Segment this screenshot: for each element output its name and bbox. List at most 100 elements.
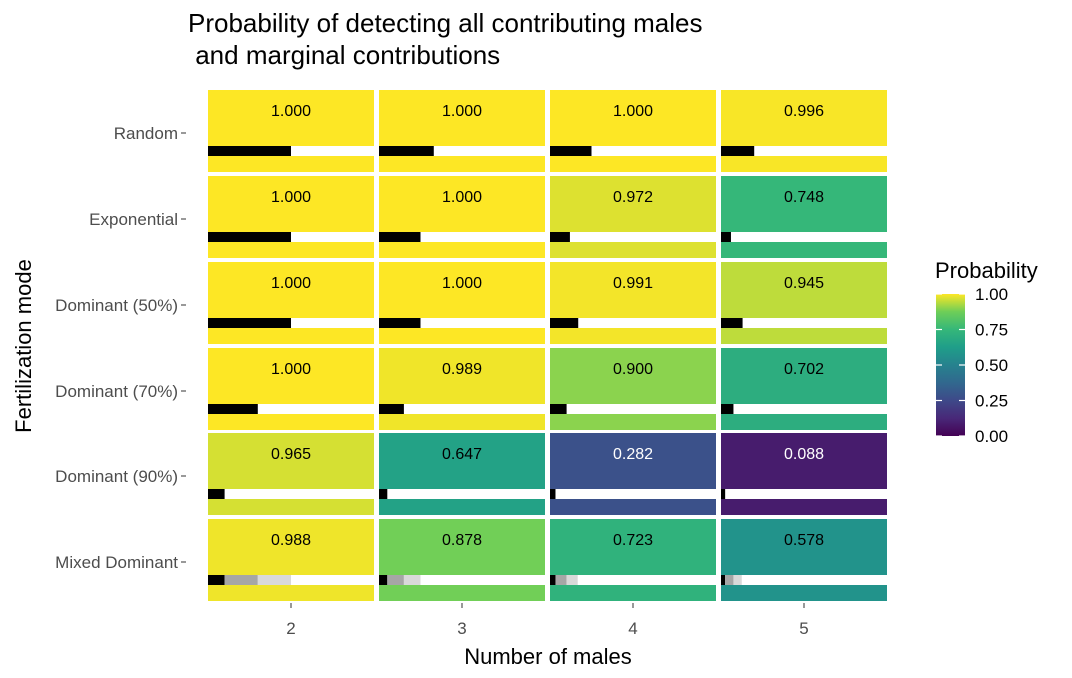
contribution-bar: [208, 404, 258, 414]
legend-title: Probability: [935, 258, 1038, 283]
y-tick-label: Exponential: [89, 210, 178, 229]
heatmap-cell: 1.000: [208, 262, 374, 344]
contribution-bar: [721, 489, 726, 499]
y-tick-label: Dominant (50%): [55, 296, 178, 315]
cell-base-strip: [208, 585, 374, 601]
cell-value-label: 0.647: [442, 446, 482, 463]
cell-bar-track: [379, 318, 545, 328]
x-tick-label: 3: [457, 619, 466, 638]
heatmap-cell: 0.878: [379, 519, 545, 601]
heatmap-cell: 1.000: [379, 262, 545, 344]
cell-value-label: 1.000: [271, 275, 311, 292]
contribution-bar: [550, 575, 556, 585]
cell-bar-track: [550, 146, 716, 156]
contribution-bar: [725, 575, 734, 585]
cell-tile: [721, 519, 887, 575]
cell-tile: [550, 90, 716, 146]
y-tick-label: Dominant (90%): [55, 467, 178, 486]
cell-base-strip: [550, 242, 716, 258]
cell-value-label: 0.723: [613, 532, 653, 549]
cell-tile: [208, 262, 374, 318]
contribution-bar: [403, 575, 421, 585]
y-axis-ticks: Random Exponential Dominant (50%) Dominant …: [55, 124, 186, 572]
cell-bar-track: [550, 318, 716, 328]
cell-value-label: 0.965: [271, 446, 311, 463]
contribution-bar: [733, 575, 742, 585]
cell-tile: [721, 176, 887, 232]
cell-tile: [721, 262, 887, 318]
cell-value-label: 1.000: [442, 189, 482, 206]
legend-tick-label: 1.00: [975, 285, 1008, 304]
cell-base-strip: [721, 585, 887, 601]
contribution-bar: [550, 146, 592, 156]
heatmap-cell: 0.988: [208, 519, 374, 601]
heatmap-cell: 0.972: [550, 176, 716, 258]
cell-base-strip: [379, 585, 545, 601]
cell-bar-track: [721, 404, 887, 414]
contribution-bar: [379, 489, 388, 499]
cell-tile: [721, 348, 887, 404]
cell-tile: [721, 433, 887, 489]
cell-tile: [550, 176, 716, 232]
y-tick-label: Mixed Dominant: [55, 553, 178, 572]
heatmap-cell: 1.000: [550, 90, 716, 172]
cell-base-strip: [208, 328, 374, 344]
cell-bar-track: [550, 404, 716, 414]
heatmap-cell: 0.578: [721, 519, 887, 601]
cell-tile: [208, 176, 374, 232]
cell-base-strip: [379, 414, 545, 430]
contribution-bar: [721, 575, 726, 585]
cell-value-label: 1.000: [442, 275, 482, 292]
contribution-bar: [566, 575, 578, 585]
legend-tick-label: 0.75: [975, 321, 1008, 340]
legend-tick-label: 0.00: [975, 427, 1008, 446]
cell-base-strip: [379, 328, 545, 344]
y-tick-label: Random: [114, 124, 178, 143]
heatmap-cell: 0.702: [721, 348, 887, 430]
cell-tile: [208, 348, 374, 404]
legend-tick-label: 0.25: [975, 392, 1008, 411]
cell-tile: [550, 348, 716, 404]
contribution-bar: [550, 318, 579, 328]
cell-value-label: 1.000: [271, 103, 311, 120]
heatmap-cell: 1.000: [208, 348, 374, 430]
heatmap-cell: 0.965: [208, 433, 374, 515]
cell-bar-track: [379, 146, 545, 156]
cell-base-strip: [208, 156, 374, 172]
y-tick-label: Dominant (70%): [55, 382, 178, 401]
cell-value-label: 0.748: [784, 189, 824, 206]
cell-tile: [208, 519, 374, 575]
cell-tile: [379, 433, 545, 489]
contribution-bar: [387, 575, 404, 585]
heatmap-cell: 0.748: [721, 176, 887, 258]
heatmap-cell: 0.945: [721, 262, 887, 344]
cell-value-label: 1.000: [442, 103, 482, 120]
contribution-bar: [721, 146, 755, 156]
heatmap-cell: 0.900: [550, 348, 716, 430]
cell-bar-track: [208, 489, 374, 499]
contribution-bar: [550, 489, 556, 499]
x-tick-label: 4: [628, 619, 637, 638]
legend: Probability 1.00 0.75 0.50 0.25 0.00: [935, 258, 1038, 446]
cell-base-strip: [721, 328, 887, 344]
contribution-bar: [257, 575, 291, 585]
cell-value-label: 0.989: [442, 361, 482, 378]
cell-tile: [550, 519, 716, 575]
cell-value-label: 0.878: [442, 532, 482, 549]
contribution-bar: [208, 489, 225, 499]
cell-value-label: 0.945: [784, 275, 824, 292]
cell-base-strip: [379, 156, 545, 172]
cell-tile: [379, 348, 545, 404]
cell-value-label: 0.282: [613, 446, 653, 463]
cell-tile: [550, 262, 716, 318]
cell-base-strip: [550, 414, 716, 430]
heatmap-cell: 0.282: [550, 433, 716, 515]
cell-tile: [379, 519, 545, 575]
heatmap-cell: 0.991: [550, 262, 716, 344]
cell-value-label: 0.702: [784, 361, 824, 378]
contribution-bar: [721, 404, 734, 414]
cell-value-label: 0.900: [613, 361, 653, 378]
cell-value-label: 0.988: [271, 532, 311, 549]
cell-bar-track: [721, 575, 887, 585]
